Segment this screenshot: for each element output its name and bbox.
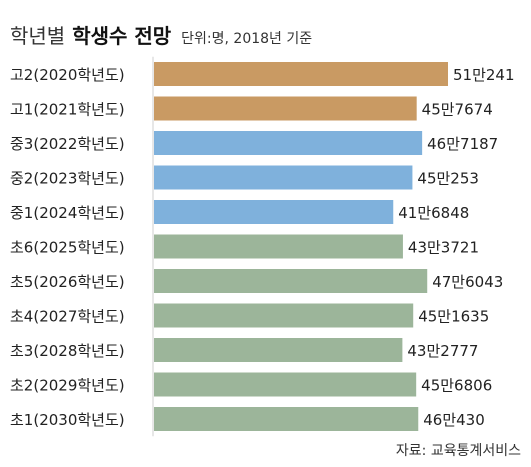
data-label: 41만6848: [398, 204, 469, 222]
data-label: 43만2777: [407, 342, 478, 360]
data-label: 46만7187: [427, 135, 498, 153]
bar: [154, 96, 417, 121]
data-label: 45만7674: [422, 101, 493, 119]
category-label: 고1(2021학년도): [10, 101, 125, 119]
bar: [154, 200, 394, 224]
category-label: 초6(2025학년도): [10, 239, 125, 257]
category-label: 초1(2030학년도): [10, 411, 125, 429]
category-label: 초4(2027학년도): [10, 308, 125, 326]
bar: [154, 338, 403, 362]
bar: [154, 131, 423, 155]
bar: [154, 407, 419, 431]
bar: [154, 269, 428, 293]
data-label: 46만430: [423, 411, 485, 429]
category-label: 초2(2029학년도): [10, 377, 125, 395]
data-label: 45만6806: [421, 377, 492, 395]
source-note: 자료: 교육통계서비스: [395, 443, 521, 459]
data-label: 47만6043: [432, 273, 503, 291]
category-label: 초3(2028학년도): [10, 342, 125, 360]
unit-note: 단위:명, 2018년 기준: [181, 31, 313, 47]
chart-title: 학생수 전망: [72, 24, 172, 48]
bar: [154, 303, 414, 328]
data-label: 45만1635: [418, 308, 489, 326]
chart-title-row: 학년별 학생수 전망 단위:명, 2018년 기준: [10, 20, 313, 48]
data-label: 51만241: [453, 66, 515, 84]
bar: [154, 62, 448, 86]
chart-title-prefix: 학년별: [10, 24, 66, 48]
category-label: 중3(2022학년도): [10, 135, 125, 153]
category-label: 고2(2020학년도): [10, 66, 125, 84]
category-label: 중2(2023학년도): [10, 170, 125, 188]
data-label: 43만3721: [408, 239, 479, 257]
category-label: 중1(2024학년도): [10, 204, 125, 222]
bar: [154, 165, 413, 190]
bar: [154, 234, 403, 259]
category-label: 초5(2026학년도): [10, 273, 125, 291]
bar: [154, 372, 417, 397]
data-label: 45만253: [417, 170, 479, 188]
